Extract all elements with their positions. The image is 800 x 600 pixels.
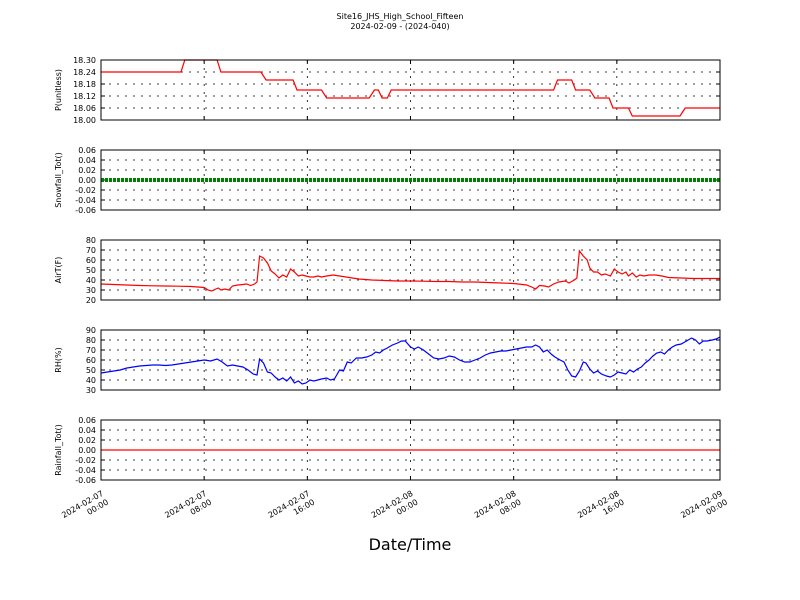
y-tick-label: 80 xyxy=(86,236,96,245)
chart-title: Site16_JHS_High_School_Fifteen xyxy=(337,12,464,21)
plot-frame xyxy=(100,329,721,391)
y-axis-label: RH(%) xyxy=(54,347,63,372)
y-tick-label: -0.06 xyxy=(75,206,96,215)
chart-subtitle: 2024-02-09 - (2024-040) xyxy=(350,22,449,31)
y-axis-label: Rainfall_Tot() xyxy=(54,424,63,476)
plot-frame xyxy=(100,419,721,481)
x-axis-label: Date/Time xyxy=(369,535,452,554)
y-tick-label: 18.06 xyxy=(73,104,96,113)
series-line xyxy=(100,336,721,385)
y-tick-label: 0.06 xyxy=(78,416,96,425)
y-tick-label: 70 xyxy=(86,246,96,255)
panel-2: -0.06-0.04-0.020.000.020.040.06 Snowfall_… xyxy=(54,146,721,215)
y-tick-label: 0.02 xyxy=(78,436,96,445)
plot-frame xyxy=(100,239,721,301)
y-tick-label: 90 xyxy=(86,326,96,335)
y-axis-label: Snowfall_Tot() xyxy=(54,152,63,208)
series-line xyxy=(100,249,720,292)
y-tick-label: 20 xyxy=(86,296,96,305)
y-tick-label: 60 xyxy=(86,356,96,365)
plot-frame xyxy=(100,149,721,211)
panels: 18.00 18.06 18.12 18.18 18.24 18.30 P(unitless… xyxy=(54,56,721,485)
y-tick-label: -0.04 xyxy=(75,196,96,205)
y-axis-label: AirT(F) xyxy=(54,257,63,284)
panel-5: -0.06-0.04-0.020.000.020.040.06 Rainfall_… xyxy=(54,416,721,485)
y-tick-label: 70 xyxy=(86,346,96,355)
y-tick-label: 0.04 xyxy=(78,156,96,165)
y-tick-label: -0.06 xyxy=(75,476,96,485)
y-tick-label: -0.04 xyxy=(75,466,96,475)
y-tick-label: 18.18 xyxy=(73,80,96,89)
y-tick-label: 80 xyxy=(86,336,96,345)
y-tick-label: 50 xyxy=(86,366,96,375)
y-tick-label: 30 xyxy=(86,286,96,295)
y-tick-label: 18.12 xyxy=(73,92,96,101)
y-tick-label: 0.06 xyxy=(78,146,96,155)
y-tick-label: 30 xyxy=(86,386,96,395)
y-tick-label: 18.30 xyxy=(73,56,96,65)
panel-1: 18.00 18.06 18.12 18.18 18.24 18.30 P(unitless… xyxy=(54,56,721,125)
y-tick-label: 0.00 xyxy=(78,176,96,185)
series-line xyxy=(101,59,720,117)
y-tick-label: 50 xyxy=(86,266,96,275)
y-tick-label: 18.00 xyxy=(73,116,96,125)
y-tick-label: -0.02 xyxy=(75,456,96,465)
y-tick-label: -0.02 xyxy=(75,186,96,195)
y-tick-label: 0.00 xyxy=(78,446,96,455)
plot-frame xyxy=(100,59,721,121)
y-tick-label: 0.04 xyxy=(78,426,96,435)
y-tick-label: 60 xyxy=(86,256,96,265)
y-tick-label: 18.24 xyxy=(73,68,96,77)
y-tick-label: 0.02 xyxy=(78,166,96,175)
y-tick-label: 40 xyxy=(86,276,96,285)
y-tick-label: 40 xyxy=(86,376,96,385)
y-axis-label: P(unitless) xyxy=(54,69,63,111)
